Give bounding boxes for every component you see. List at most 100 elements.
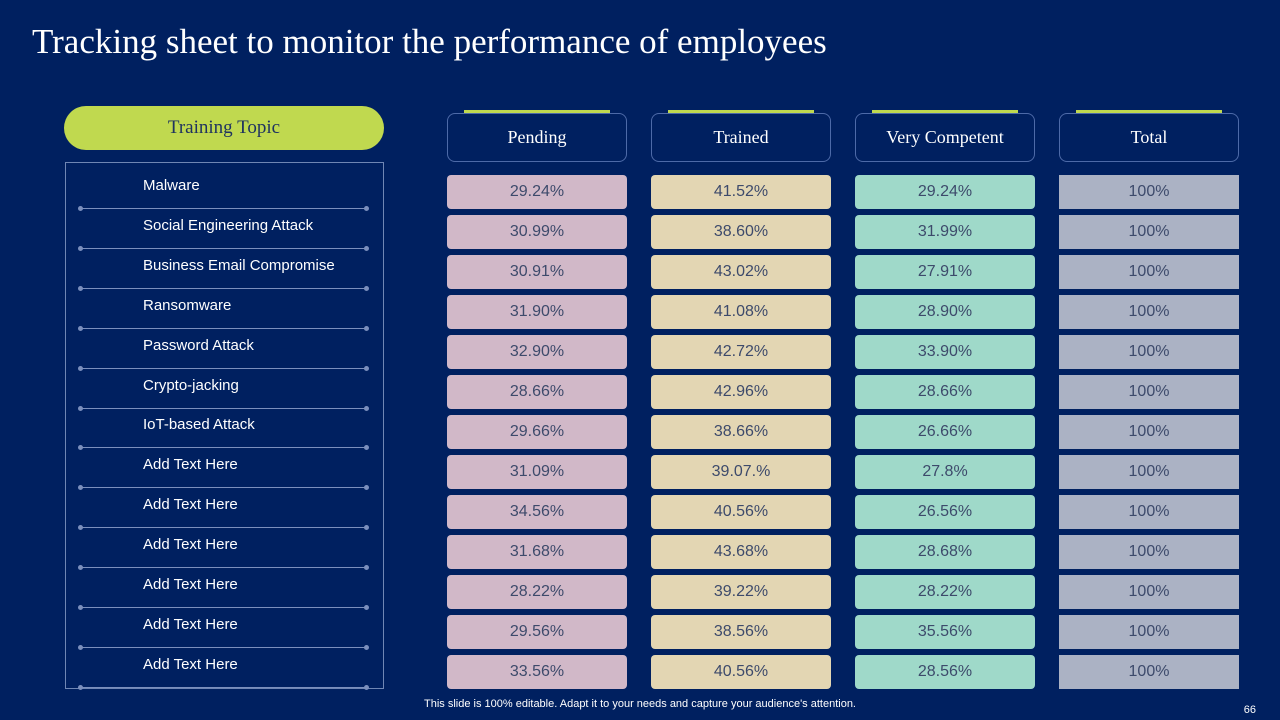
topic-underline <box>78 644 369 650</box>
cell-total: 100% <box>1059 175 1239 209</box>
bullet-dot-icon <box>364 206 369 211</box>
column-header-trained: Trained <box>651 113 831 162</box>
topic-label: Add Text Here <box>143 456 238 474</box>
cell-total: 100% <box>1059 215 1239 249</box>
topic-underline <box>78 245 369 251</box>
cell-pending: 33.56% <box>447 655 627 689</box>
topic-underline <box>78 365 369 371</box>
bullet-dot-icon <box>78 206 83 211</box>
topic-label: Ransomware <box>143 296 232 314</box>
cell-competent: 28.90% <box>855 295 1035 329</box>
page-number: 66 <box>1243 704 1256 716</box>
cell-competent: 29.24% <box>855 175 1035 209</box>
bullet-dot-icon <box>364 525 369 531</box>
cell-competent: 33.90% <box>855 335 1035 369</box>
cell-total: 100% <box>1059 575 1239 609</box>
cell-trained: 40.56% <box>651 655 831 689</box>
cell-total: 100% <box>1059 335 1239 369</box>
cell-total: 100% <box>1059 655 1239 689</box>
cell-competent: 27.91% <box>855 255 1035 289</box>
topic-underline <box>78 485 369 491</box>
topic-label: IoT-based Attack <box>143 416 255 434</box>
cell-trained: 38.66% <box>651 415 831 449</box>
cell-trained: 43.68% <box>651 535 831 569</box>
topic-row: Add Text Here <box>66 615 383 650</box>
cell-total: 100% <box>1059 295 1239 329</box>
cell-pending: 30.91% <box>447 255 627 289</box>
topic-label: Crypto-jacking <box>143 376 239 394</box>
training-topic-header: Training Topic <box>64 106 384 150</box>
cell-total: 100% <box>1059 495 1239 529</box>
topic-list: Malware Social Engineering Attack Business… <box>65 162 384 690</box>
topic-underline <box>78 445 369 451</box>
bullet-dot-icon <box>364 365 369 371</box>
cell-competent: 31.99% <box>855 215 1035 249</box>
topic-row: Add Text Here <box>66 536 383 571</box>
topic-row: Add Text Here <box>66 655 383 690</box>
topic-row: Password Attack <box>66 337 383 371</box>
topic-label: Social Engineering Attack <box>143 216 314 234</box>
topic-label: Add Text Here <box>143 576 238 593</box>
topic-underline <box>78 605 369 610</box>
column-accent-bar <box>464 110 610 113</box>
cell-pending: 29.56% <box>447 615 627 649</box>
topic-row: Social Engineering Attack <box>66 216 383 251</box>
topic-label: Business Email Compromise <box>143 256 335 274</box>
column-accent-bar <box>872 110 1018 113</box>
cell-pending: 30.99% <box>447 215 627 249</box>
column-header-pending: Pending <box>447 113 627 162</box>
bullet-dot-icon <box>364 644 369 650</box>
bullet-dot-icon <box>364 285 369 291</box>
topic-underline <box>78 525 369 531</box>
cell-pending: 31.09% <box>447 455 627 489</box>
cell-pending: 29.24% <box>447 175 627 209</box>
topic-underline <box>78 285 369 291</box>
bullet-dot-icon <box>78 644 83 650</box>
cell-pending: 31.90% <box>447 295 627 329</box>
bullet-dot-icon <box>78 485 83 491</box>
cell-competent: 28.66% <box>855 375 1035 409</box>
bullet-dot-icon <box>364 445 369 451</box>
bullet-dot-icon <box>364 605 369 610</box>
cell-pending: 28.22% <box>447 575 627 609</box>
cell-total: 100% <box>1059 535 1239 569</box>
bullet-dot-icon <box>364 565 369 571</box>
cell-competent: 26.56% <box>855 495 1035 529</box>
cell-pending: 31.68% <box>447 535 627 569</box>
cell-trained: 40.56% <box>651 495 831 529</box>
bullet-dot-icon <box>78 445 83 451</box>
bullet-dot-icon <box>78 285 83 291</box>
topic-label: Add Text Here <box>143 496 238 514</box>
footer-note: This slide is 100% editable. Adapt it to… <box>424 698 856 710</box>
cell-trained: 41.52% <box>651 175 831 209</box>
cell-pending: 34.56% <box>447 495 627 529</box>
bullet-dot-icon <box>78 684 83 690</box>
cell-total: 100% <box>1059 415 1239 449</box>
bullet-dot-icon <box>78 245 83 251</box>
cell-trained: 42.96% <box>651 375 831 409</box>
cell-pending: 32.90% <box>447 335 627 369</box>
bullet-dot-icon <box>364 485 369 491</box>
cell-trained: 43.02% <box>651 255 831 289</box>
cell-competent: 28.56% <box>855 655 1035 689</box>
cell-competent: 26.66% <box>855 415 1035 449</box>
column-accent-bar <box>1076 110 1222 113</box>
bullet-dot-icon <box>364 245 369 251</box>
topic-row: Add Text Here <box>66 456 383 491</box>
cell-total: 100% <box>1059 255 1239 289</box>
cell-trained: 38.56% <box>651 615 831 649</box>
cell-total: 100% <box>1059 455 1239 489</box>
cell-total: 100% <box>1059 375 1239 409</box>
column-accent-bar <box>668 110 814 113</box>
topic-underline <box>78 565 369 571</box>
cell-competent: 28.68% <box>855 535 1035 569</box>
cell-competent: 28.22% <box>855 575 1035 609</box>
topic-row: IoT-based Attack <box>66 416 383 451</box>
cell-trained: 42.72% <box>651 335 831 369</box>
bullet-dot-icon <box>78 525 83 531</box>
topic-label: Add Text Here <box>143 655 238 673</box>
cell-pending: 28.66% <box>447 375 627 409</box>
cell-total: 100% <box>1059 615 1239 649</box>
topic-label: Add Text Here <box>143 615 238 633</box>
bullet-dot-icon <box>364 684 369 690</box>
